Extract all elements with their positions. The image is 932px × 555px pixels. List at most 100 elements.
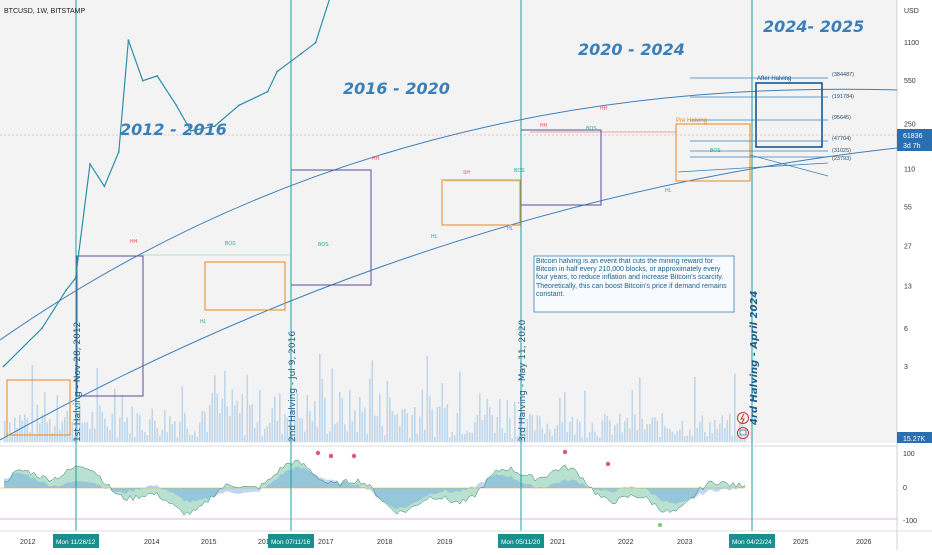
volume-bar [311, 420, 314, 442]
volume-bar [329, 431, 331, 442]
volume-bar [34, 433, 36, 442]
volume-bar [449, 437, 451, 442]
era-title-2024: 2024- 2025 [763, 17, 864, 36]
countdown-badge: 3d 7h [903, 143, 921, 150]
volume-bar [296, 393, 299, 442]
volume-bar [656, 420, 659, 442]
volume-bar [724, 428, 726, 442]
volume-bar [176, 437, 179, 442]
volume-bar [74, 436, 76, 442]
volume-bar [309, 411, 311, 442]
volume-bar [156, 428, 159, 442]
volume-bar [736, 431, 739, 442]
halving-date-badges: Mon 11/26/12 Mon 07/11/16 Mon 05/11/20 M… [53, 534, 775, 548]
halving-date-badge-3: Mon 05/11/20 [501, 539, 541, 546]
volume-bar [391, 411, 394, 442]
volume-bar [384, 435, 386, 442]
info-text: Bitcoin halving is an event that cuts th… [536, 258, 727, 298]
volume-bar [461, 433, 464, 442]
volume-bar [469, 432, 471, 442]
divergence-dot [351, 453, 357, 459]
halving-label-2: 2nd Halving - Jul 9, 2016 [288, 331, 298, 442]
volume-bar [359, 396, 361, 442]
volume-bar [374, 415, 376, 442]
volume-bar [51, 432, 54, 442]
volume-bar [181, 386, 184, 442]
volume-bar [639, 377, 641, 442]
volume-bar [504, 432, 506, 442]
time-axis-tick: 2019 [437, 539, 453, 546]
oscillator-area [4, 460, 745, 516]
divergence-dot [315, 450, 321, 456]
price-axis-tick: 110 [904, 166, 915, 173]
halving-date-badge-4: Mon 04/22/24 [732, 539, 772, 546]
time-axis[interactable]: 2012 2014 2015 2016 2017 2018 2019 2021 2022 2023… [20, 539, 872, 546]
volume-bar [351, 421, 354, 442]
volume-bar [624, 421, 626, 442]
volume-bar [184, 412, 186, 442]
volume-bar [49, 418, 51, 442]
volume-bar [299, 417, 301, 442]
volume-bar [171, 423, 174, 442]
time-axis-tick: 2015 [201, 539, 217, 546]
volume-bar [379, 393, 381, 442]
volume-bar [424, 429, 426, 442]
volume-bar [286, 417, 289, 442]
volume-bar [104, 418, 106, 442]
volume-bar [541, 428, 544, 442]
volume-bar [744, 435, 746, 442]
price-point [213, 125, 216, 127]
volume-bar [574, 434, 576, 442]
volume-bar [514, 401, 516, 442]
price-axis[interactable]: 1400000700000340000160000800004000020000… [904, 0, 931, 371]
volume-bar [339, 392, 341, 442]
volume-bar [551, 435, 554, 442]
price-point [2, 365, 5, 368]
volume-bar [536, 415, 539, 442]
price-point [65, 289, 67, 292]
volume-bar [271, 408, 274, 442]
volume-bar [64, 416, 66, 442]
halving-lines [75, 0, 753, 531]
price-point [189, 130, 192, 132]
volume-bar [126, 417, 129, 442]
marker-bos: BOS [586, 126, 597, 132]
volume-bar [284, 413, 286, 442]
volume-bar [119, 417, 121, 442]
volume-bar [136, 413, 139, 442]
volume-bar [109, 430, 111, 442]
volume-bar [264, 428, 266, 442]
volume-bar [549, 429, 551, 442]
volume-bar [334, 424, 336, 442]
volume-bar [274, 396, 276, 442]
volume-bar [704, 431, 706, 442]
volume-bar [179, 422, 181, 442]
oscillator-line [3, 459, 746, 516]
volume-bar [239, 412, 241, 442]
volume-bar [354, 410, 356, 442]
volume-bar [394, 414, 396, 442]
volume-bar [481, 420, 484, 442]
volume-bar [616, 423, 619, 442]
volume-bar [69, 433, 71, 442]
volume-bar [61, 421, 64, 442]
volume-bar [426, 355, 429, 442]
volume-bar [466, 430, 469, 442]
volume-bar [709, 422, 711, 442]
volume-bar [629, 428, 631, 442]
volume-bar [256, 422, 259, 442]
volume-bar [376, 415, 379, 442]
volume-bar [399, 425, 401, 442]
volume-bar [226, 406, 229, 442]
volume-bar [146, 435, 149, 442]
volume-bar [276, 420, 279, 442]
volume-bar [499, 399, 501, 442]
volume-bar [289, 421, 291, 442]
volume-bar [494, 432, 496, 442]
structure-markers: HH HH HH HH HL HL HL HL BOS BOS BOS BOS … [130, 106, 721, 325]
time-axis-tick: 2016 [258, 539, 274, 546]
volume-bar [269, 422, 271, 442]
time-axis-tick: 2017 [318, 539, 334, 546]
volume-bar [599, 437, 601, 442]
volume-bar [556, 425, 559, 442]
